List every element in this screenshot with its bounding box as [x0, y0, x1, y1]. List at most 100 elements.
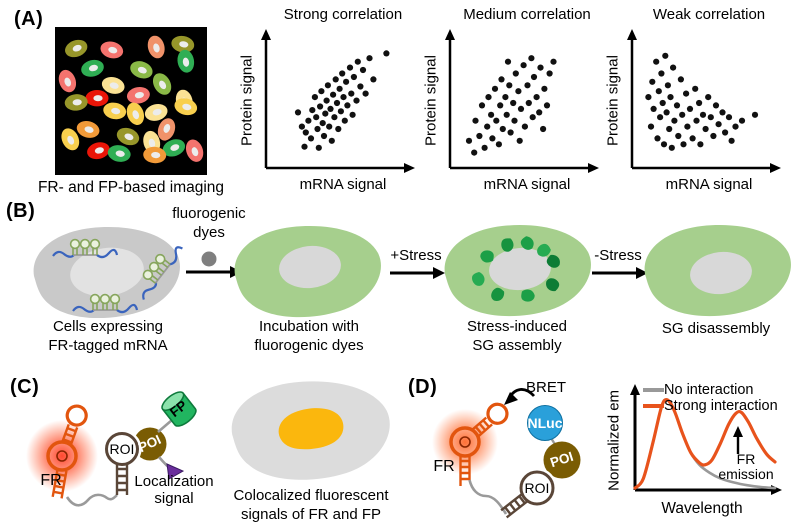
fluorogenic-dye-dot: [201, 251, 217, 267]
imaged-cell: [107, 145, 131, 162]
scatter-strong-dots: [294, 50, 390, 151]
panel-b-label: (B): [6, 200, 36, 222]
imaged-cell: [126, 86, 150, 104]
scatter-medium: Medium correlation Protein signal mRNA s…: [420, 6, 610, 204]
poi-fp-connector: [157, 419, 173, 433]
x-axis-arrowhead: [588, 163, 599, 173]
poi-protein: [543, 441, 581, 479]
scatter-weak-xlabel: mRNA signal: [665, 176, 753, 193]
scatter-medium-plot: [445, 29, 599, 173]
legend-strong-interaction: Strong interaction: [664, 398, 778, 414]
imaged-cell: [185, 139, 204, 162]
colocalized-cell: [231, 381, 390, 480]
imaged-cell: [101, 76, 125, 94]
localization-signal-icon: [166, 463, 185, 480]
imaged-cell: [81, 59, 104, 77]
localization-signal-label: Localization signal: [134, 473, 214, 507]
cell-expressing-fr-mrna: [33, 227, 186, 318]
panel-b-caption-4: SG disassembly: [661, 320, 771, 337]
nluc-luciferase: [527, 405, 563, 441]
emission-curves: [633, 398, 777, 490]
scatter-medium-title: Medium correlation: [463, 6, 591, 23]
fluorogenic-dyes-label: fluorogenic dyes: [172, 205, 246, 241]
imaged-cell: [116, 127, 140, 146]
spectrum-ylabel: Normalized em: [605, 389, 623, 491]
panel-d-label: (D): [408, 376, 438, 398]
cell-sg-disassembled: [644, 225, 791, 317]
scatter-strong: Strong correlation Protein signal mRNA s…: [236, 6, 426, 204]
poi-protein: [133, 427, 167, 461]
x-axis-arrowhead: [770, 163, 781, 173]
fp-fluorescent-protein: [161, 391, 197, 427]
scatter-weak-title: Weak correlation: [652, 6, 766, 23]
imaged-cell: [152, 73, 172, 95]
imaged-cell: [64, 94, 88, 111]
scatter-medium-dots: [465, 55, 557, 156]
panel-c-label: (C): [10, 376, 40, 398]
scatter-weak: Weak correlation Protein signal mRNA sig…: [602, 6, 792, 204]
x-axis-arrowhead: [771, 485, 782, 495]
panel-a-image: [55, 27, 207, 175]
panel-c-diagram: [26, 391, 197, 507]
fr-aptamer-hairpin: [449, 402, 509, 486]
bound-dye-icon: [459, 436, 471, 448]
y-axis-arrowhead: [630, 384, 640, 395]
imaged-cell: [58, 69, 77, 93]
y-axis-arrowhead: [445, 29, 455, 40]
fr-label: FR: [40, 472, 62, 489]
imaged-cell: [157, 118, 176, 141]
arrow-minus-stress: [592, 267, 648, 279]
panel-b-caption-1: Cells expressing FR-tagged mRNA: [48, 318, 168, 354]
scatter-medium-xlabel: mRNA signal: [483, 176, 571, 193]
imaged-cell: [61, 128, 80, 151]
imaged-cell: [162, 139, 186, 157]
cell-stress-granules: [444, 225, 591, 317]
arrow-plus-stress: [390, 267, 445, 279]
rna-linker: [468, 479, 508, 515]
roi-label: ROI: [524, 480, 550, 496]
nluc-label: NLuc: [527, 415, 563, 431]
fr-aptamer-hairpin: [46, 404, 88, 499]
fr-emission-annotation: FR emission: [718, 451, 774, 483]
imaged-cell: [87, 142, 110, 160]
fr-label: FR: [433, 458, 455, 475]
fr-emission-arrow: [733, 426, 743, 454]
panel-b-caption-2: Incubation with fluorogenic dyes: [254, 318, 364, 354]
colocalized-signal-blob: [278, 408, 344, 450]
panel-d-diagram: [432, 388, 581, 519]
imaged-cell: [85, 90, 109, 107]
arrow-add-dyes: [186, 266, 242, 278]
bret-spectrum-plot: [630, 384, 782, 495]
minus-stress-label: -Stress: [594, 247, 642, 264]
y-axis-arrowhead: [627, 29, 637, 40]
scatter-strong-title: Strong correlation: [283, 6, 403, 23]
imaged-cell: [144, 103, 168, 121]
panel-c-caption: Colocalized fluorescent signals of FR an…: [233, 487, 389, 523]
panel-a-label: (A): [14, 8, 44, 30]
roi-hairpin: [500, 468, 557, 519]
scatter-weak-plot: [627, 29, 781, 173]
imaged-cell: [65, 39, 88, 58]
panel-a-caption: FR- and FP-based imaging: [37, 179, 225, 196]
imaged-cell: [130, 61, 153, 79]
bret-arrow: [504, 388, 536, 405]
bound-dye-icon: [56, 450, 68, 462]
imaged-cell: [171, 35, 195, 53]
scatter-strong-plot: [261, 29, 415, 173]
imaged-cell: [177, 49, 195, 73]
scatter-strong-xlabel: mRNA signal: [299, 176, 387, 193]
roi-hairpin: [102, 429, 142, 495]
imaged-cell: [100, 41, 124, 59]
panel-b-caption-3: Stress-induced SG assembly: [466, 318, 568, 354]
imaged-cell: [174, 98, 198, 116]
scatter-weak-dots: [645, 52, 759, 151]
plus-stress-label: +Stress: [390, 247, 442, 264]
imaged-cell: [143, 146, 167, 164]
bret-label: BRET: [526, 379, 567, 396]
rna-linker: [65, 493, 118, 507]
imaged-cell: [76, 120, 100, 138]
panel-a-cells: [58, 35, 204, 164]
x-axis-arrowhead: [404, 163, 415, 173]
curve-strong-interaction: [633, 398, 777, 490]
